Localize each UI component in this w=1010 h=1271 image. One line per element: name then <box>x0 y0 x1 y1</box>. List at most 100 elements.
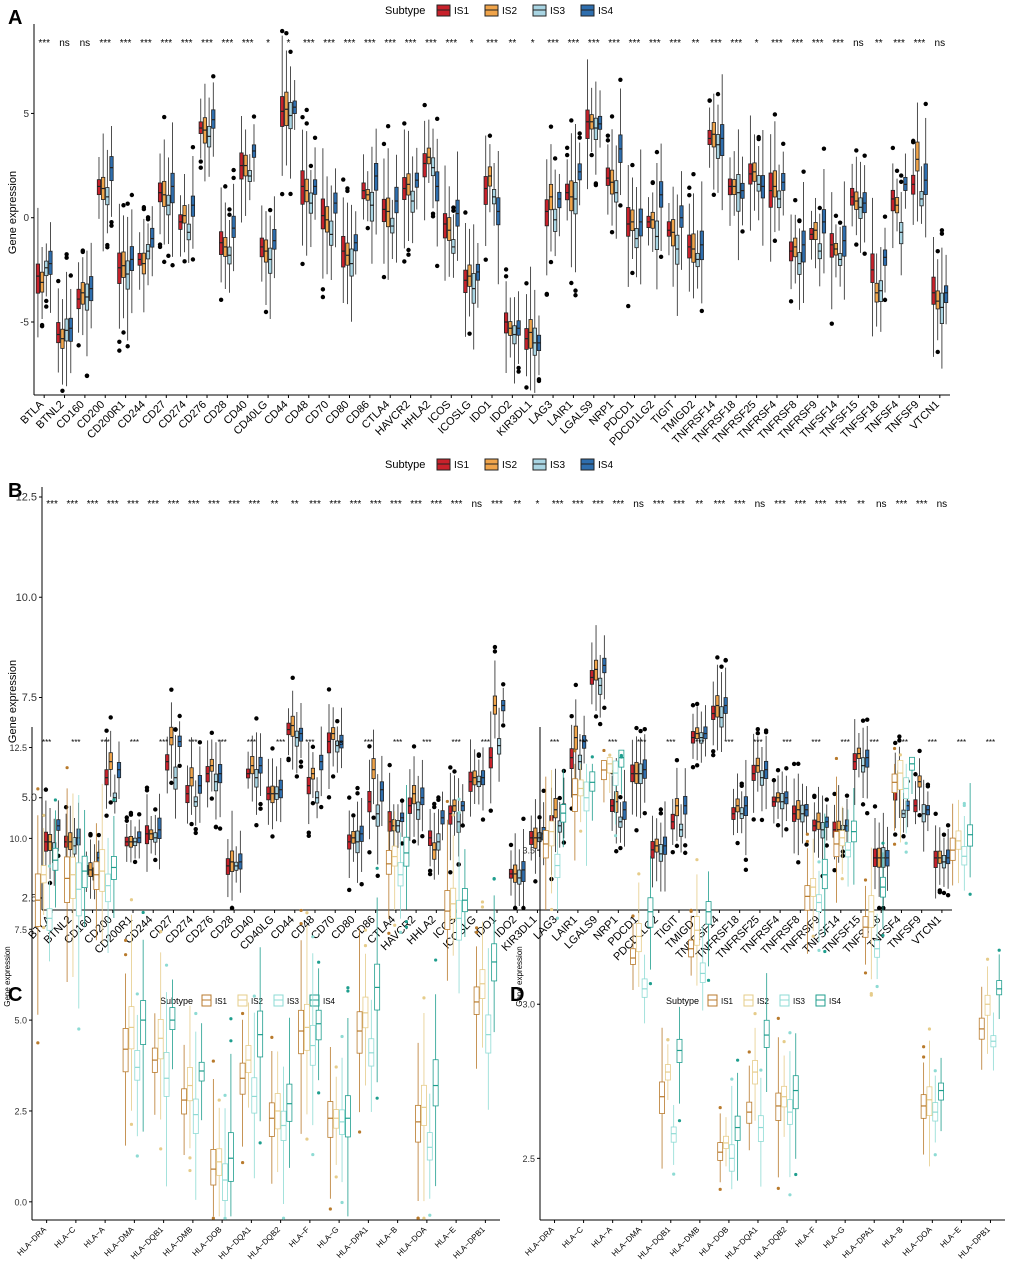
significance-label: ** <box>695 499 703 510</box>
outlier-point <box>872 804 878 809</box>
box <box>707 129 712 145</box>
box-tnfsf9-is2 <box>915 102 920 222</box>
x-tick-label: HLA−DOA <box>901 1225 934 1258</box>
box-hla−dpa1-is1 <box>862 878 869 975</box>
box-cd48-is3 <box>308 163 314 248</box>
box <box>294 730 299 747</box>
outlier-point <box>784 827 789 832</box>
box <box>403 836 410 867</box>
outlier-point <box>475 926 479 930</box>
outlier-point <box>270 834 275 839</box>
box-cd40lg-is2 <box>270 746 275 839</box>
significance-label: *** <box>107 499 119 510</box>
box-tnfrsf14-is2 <box>715 655 720 751</box>
outlier-point <box>593 714 599 719</box>
box-ctla4-is1 <box>381 141 387 280</box>
outlier-point <box>190 144 196 150</box>
significance-label: *** <box>481 738 490 747</box>
box-tnfsf18-is1 <box>870 197 875 337</box>
outlier-point <box>796 761 801 767</box>
box-hla−b-is1 <box>891 746 898 846</box>
box-btla-is3 <box>44 243 49 309</box>
box-cd276-is3 <box>207 97 212 177</box>
outlier-point <box>634 828 639 833</box>
box <box>426 147 431 165</box>
box <box>447 217 452 241</box>
box-hla−dqb1-is2 <box>157 929 164 1151</box>
outlier-point <box>630 270 635 276</box>
box-hla−dqb1-is2 <box>664 1038 671 1100</box>
significance-label: ns <box>335 738 343 747</box>
box-tnfsf4-is2 <box>894 168 900 232</box>
box-hla−a-is4 <box>110 798 117 919</box>
box-hla−dra-is4 <box>52 798 59 908</box>
box-cd44-is4 <box>298 702 304 769</box>
outlier-point <box>715 91 721 97</box>
box-hla−e-is1 <box>949 803 956 886</box>
outlier-point <box>597 721 603 727</box>
box-ido1-is1 <box>488 711 493 813</box>
outlier-point <box>492 877 496 881</box>
box-hla−doa-is1 <box>920 1045 927 1155</box>
significance-label: *** <box>329 499 341 510</box>
box-hla−g-is3 <box>845 809 851 887</box>
significance-label: *** <box>168 499 180 510</box>
outlier-point <box>288 191 293 197</box>
outlier-point <box>80 249 86 255</box>
box <box>813 222 818 241</box>
outlier-point <box>605 138 611 143</box>
outlier-point <box>609 229 615 235</box>
box-hla−dra-is2 <box>40 813 47 930</box>
box <box>605 167 610 186</box>
box-cd70-is1 <box>326 687 332 800</box>
box <box>532 327 537 356</box>
box <box>626 207 631 237</box>
outlier-point <box>569 280 574 286</box>
significance-label: *** <box>899 738 908 747</box>
outlier-point <box>320 294 326 300</box>
outlier-point <box>456 862 461 867</box>
outlier-point <box>829 321 834 326</box>
box <box>734 1115 741 1141</box>
outlier-point <box>328 1207 332 1211</box>
box-cd86-is2 <box>371 729 376 820</box>
box-cd200r1-is1 <box>124 815 129 862</box>
box-kir3dl1-is2 <box>533 799 538 884</box>
box-cd274-is3 <box>186 204 191 263</box>
significance-label: *** <box>608 738 617 747</box>
box-cd70-is2 <box>324 176 330 275</box>
box <box>717 1142 724 1161</box>
box <box>557 820 562 833</box>
significance-label: * <box>531 38 535 49</box>
box-hla−g-is2 <box>839 806 846 881</box>
box <box>763 1019 770 1048</box>
outlier-point <box>561 768 567 774</box>
box <box>473 986 480 1015</box>
box-cd48-is4 <box>319 726 324 810</box>
outlier-point <box>557 795 562 801</box>
outlier-point <box>188 1156 192 1160</box>
box <box>801 230 806 263</box>
box-cd40lg-is1 <box>266 758 271 825</box>
box-hla−e-is4 <box>967 783 974 896</box>
significance-label: *** <box>364 38 376 49</box>
box <box>674 798 680 817</box>
box-ido1-is4 <box>496 151 501 285</box>
outlier-point <box>299 922 303 926</box>
outlier-point <box>319 804 324 810</box>
box-havcr2-is1 <box>402 121 407 264</box>
box-pdcd1-is1 <box>630 739 635 815</box>
outlier-point <box>145 217 151 222</box>
outlier-point <box>135 1154 139 1158</box>
outlier-point <box>788 1193 792 1197</box>
box <box>222 1163 228 1201</box>
box-icos-is3 <box>451 205 456 278</box>
outlier-point <box>516 365 521 371</box>
box-hla−dma-is3 <box>134 992 141 1158</box>
box <box>47 834 53 851</box>
outlier-point <box>941 832 947 837</box>
significance-label: *** <box>217 738 226 747</box>
box-ctla4-is3 <box>395 804 401 848</box>
box <box>150 227 155 248</box>
box-cd274-is1 <box>185 765 190 824</box>
